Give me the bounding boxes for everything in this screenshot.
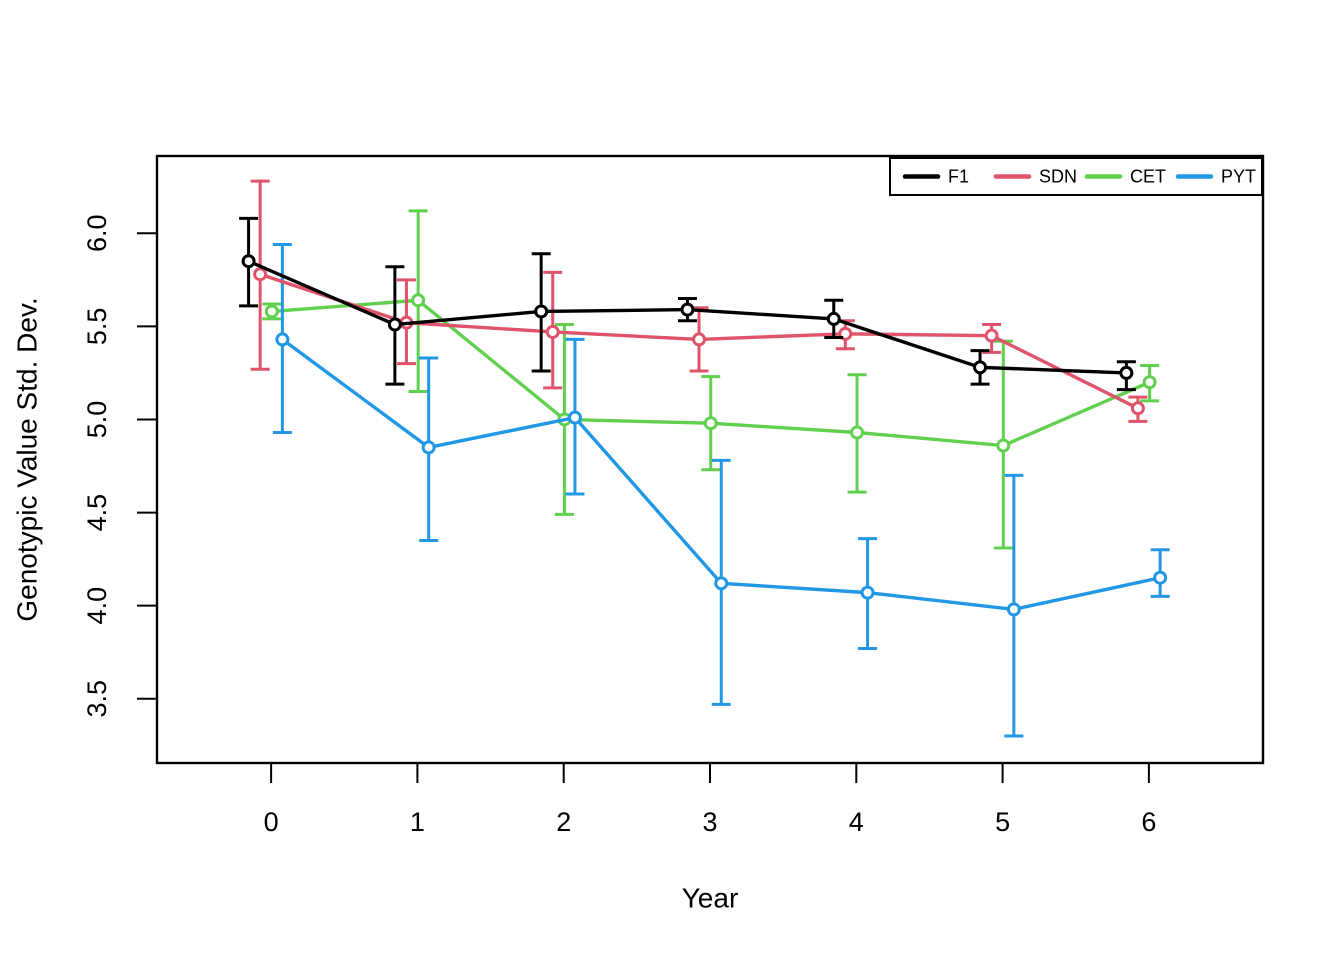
data-point-marker (567, 410, 582, 425)
x-tick-label: 4 (849, 807, 864, 837)
data-point-marker (275, 332, 290, 347)
x-tick-label: 2 (556, 807, 571, 837)
x-tick-label: 3 (702, 807, 717, 837)
data-point-marker (253, 267, 268, 282)
y-tick-label: 4.5 (82, 494, 112, 532)
x-axis-title: Year (682, 883, 739, 914)
legend-item-sdn: SDN (993, 167, 1077, 187)
data-point-marker (973, 360, 988, 375)
legend-item-label: SDN (1039, 167, 1077, 187)
y-tick-label: 6.0 (82, 214, 112, 252)
plot-box (155, 154, 1265, 765)
x-tick-label: 1 (410, 807, 425, 837)
x-axis: 0 1 2 3 4 5 6 (264, 763, 1156, 837)
data-point-marker (714, 576, 729, 591)
legend-item-label: PYT (1221, 167, 1256, 187)
y-tick-label: 3.5 (82, 680, 112, 718)
legend-item-pyt: PYT (1175, 167, 1256, 187)
y-axis-title: Genotypic Value Std. Dev. (12, 297, 43, 621)
legend-item-label: F1 (948, 167, 969, 187)
data-point-marker (692, 332, 707, 347)
series-F1 (239, 216, 1136, 392)
x-tick-label: 6 (1141, 807, 1156, 837)
y-axis: 3.5 4.0 4.5 5.0 5.5 6.0 (82, 214, 157, 718)
data-point-marker (264, 304, 279, 319)
y-tick-label: 5.5 (82, 308, 112, 346)
x-tick-label: 5 (995, 807, 1010, 837)
legend-item-cet: CET (1084, 167, 1166, 187)
data-point-marker (1153, 570, 1168, 585)
data-point-marker (1119, 365, 1134, 380)
data-point-marker (545, 324, 560, 339)
data-point-marker (534, 304, 549, 319)
data-point-marker (241, 254, 256, 269)
data-point-marker (850, 425, 865, 440)
x-tick-label: 0 (264, 807, 279, 837)
data-point-marker (1130, 401, 1145, 416)
data-point-marker (984, 328, 999, 343)
data-point-marker (703, 416, 718, 431)
legend-item-f1: F1 (902, 167, 969, 187)
data-point-marker (996, 438, 1011, 453)
data-point-marker (1142, 375, 1157, 390)
series-PYT (272, 242, 1170, 738)
data-point-marker (826, 311, 841, 326)
data-point-marker (680, 302, 695, 317)
y-tick-label: 5.0 (82, 401, 112, 439)
y-tick-label: 4.0 (82, 587, 112, 625)
legend-item-label: CET (1130, 167, 1166, 187)
data-point-marker (421, 440, 436, 455)
data-point-marker (860, 585, 875, 600)
data-point-marker (1006, 602, 1021, 617)
legend: F1 SDN CET PYT (889, 157, 1263, 196)
data-point-marker (387, 317, 402, 332)
data-point-marker (411, 293, 426, 308)
